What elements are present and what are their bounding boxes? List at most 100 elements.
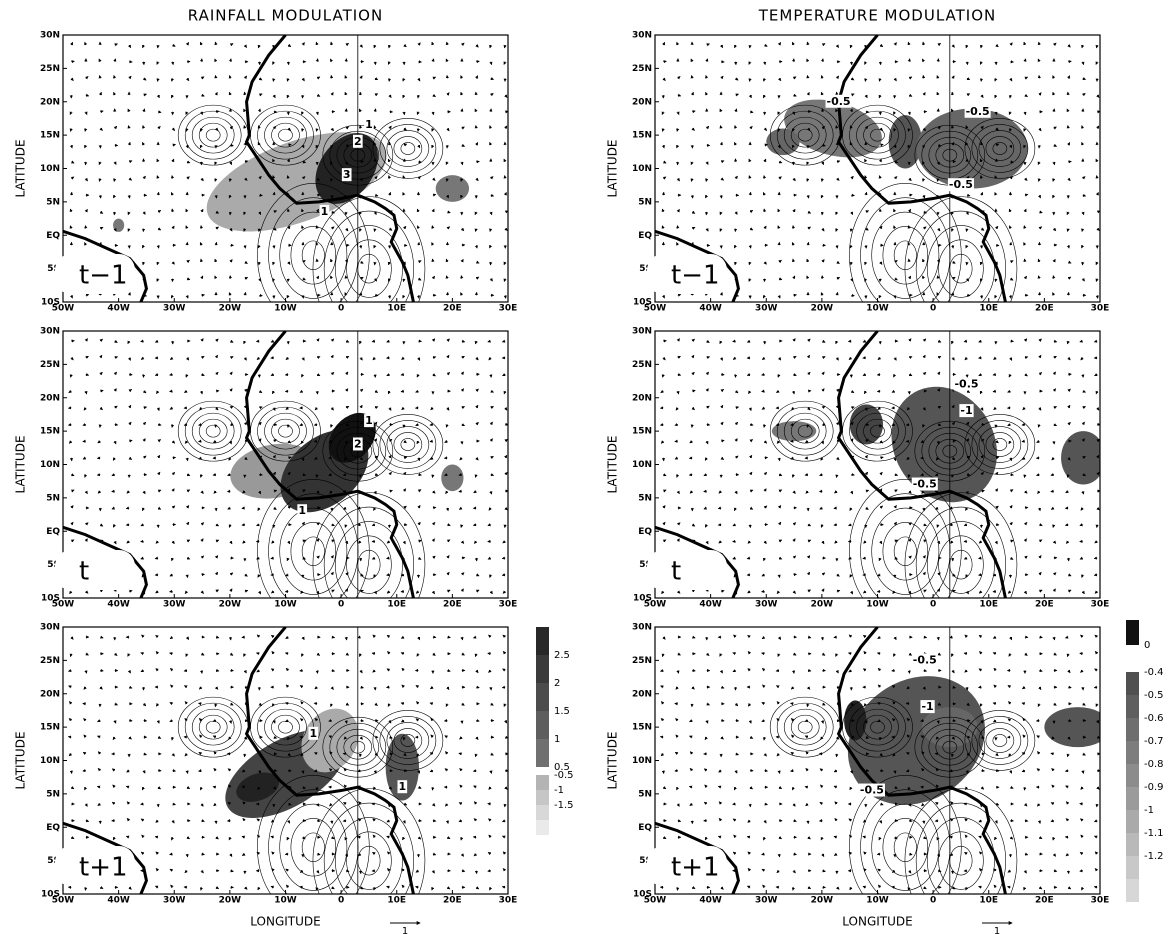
y-tick-label: 20N [632, 97, 652, 107]
colorbar-swatch [1126, 833, 1139, 856]
y-tick-label: 15N [40, 723, 60, 733]
contour-label: 1 [321, 205, 329, 218]
wind-arrow [1053, 276, 1054, 279]
wind-arrow [433, 112, 434, 115]
wind-arrow [938, 637, 939, 640]
colorbar-label: 2.5 [554, 650, 570, 661]
x-tick-label: 0 [930, 304, 936, 314]
x-tick-label: 10W [866, 600, 889, 610]
x-tick-label: 0 [930, 896, 936, 906]
wind-arrow [505, 804, 506, 807]
colorbar-swatch [1126, 695, 1139, 718]
wind-arrow [332, 821, 333, 824]
wind-arrow [447, 637, 450, 638]
x-tick-label: 10E [979, 896, 998, 906]
x-tick-label: 10E [387, 600, 406, 610]
map-content [655, 331, 1106, 637]
y-tick-label: EQ [46, 527, 60, 537]
colorbar-label: 0 [1144, 640, 1150, 651]
wind-arrow [1039, 637, 1042, 638]
wind-arrow [68, 737, 71, 738]
x-tick-label: 40W [699, 600, 722, 610]
panel-label-box [55, 550, 135, 590]
colorbar-label: 1 [554, 734, 560, 745]
map-content [63, 331, 508, 637]
x-tick-label: 30E [1091, 304, 1110, 314]
y-tick-label: 30N [632, 31, 652, 41]
map-content [63, 627, 508, 933]
panel-label: t [79, 557, 89, 587]
colorbar-label: 1.5 [554, 706, 570, 717]
panel-label: t+1 [79, 853, 128, 883]
y-tick-label: 15N [632, 131, 652, 141]
contour-label: -0.5 [860, 784, 884, 797]
y-axis-label: LATITUDE [14, 731, 28, 789]
wind-arrow [747, 575, 750, 576]
vector-scale-label: 1 [994, 926, 1000, 934]
colorbar-swatch [536, 790, 549, 805]
wind-arrow [707, 145, 710, 146]
x-tick-label: 10W [274, 896, 297, 906]
wind-arrow [459, 753, 462, 754]
y-axis-label: LATITUDE [606, 731, 620, 789]
colorbar-swatch [536, 655, 549, 683]
y-tick-label: 30N [40, 327, 60, 337]
y-tick-label: 20N [40, 689, 60, 699]
wind-arrow [660, 737, 663, 738]
x-tick-label: 20E [1035, 896, 1054, 906]
y-axis-label: LATITUDE [606, 435, 620, 493]
y-tick-label: 30N [632, 623, 652, 633]
y-tick-label: 15N [40, 427, 60, 437]
wind-arrow [230, 59, 231, 62]
wind-arrow [202, 670, 203, 673]
wind-arrow [877, 854, 880, 855]
wind-arrow [288, 771, 291, 772]
wind-arrow [865, 78, 866, 81]
wind-arrow [1025, 112, 1026, 115]
wind-arrow [100, 195, 101, 198]
wind-arrow [692, 195, 693, 198]
y-tick-label: 5N [46, 197, 60, 207]
y-tick-label: 10N [632, 164, 652, 174]
y-tick-label: 15N [40, 131, 60, 141]
wind-arrow [202, 295, 205, 296]
wind-arrow [433, 821, 436, 822]
x-tick-label: 10E [979, 600, 998, 610]
y-tick-label: 10S [41, 298, 60, 308]
wind-arrow [1051, 753, 1054, 754]
x-tick-label: 30E [499, 896, 518, 906]
wind-arrow [794, 670, 795, 673]
y-tick-label: 10N [632, 756, 652, 766]
wind-arrow [1025, 507, 1028, 508]
panel-label: t−1 [79, 261, 128, 291]
colorbar-swatch [1126, 764, 1139, 787]
wind-arrow [675, 771, 678, 772]
y-tick-label: 15N [632, 427, 652, 437]
y-tick-label: 25N [40, 656, 60, 666]
x-tick-label: 20E [1035, 600, 1054, 610]
contour-label: 3 [343, 168, 351, 181]
colorbar-label: -0.5 [1144, 690, 1164, 701]
wind-arrow [97, 458, 100, 459]
x-tick-label: 30E [1091, 896, 1110, 906]
wind-arrow [692, 391, 695, 392]
shading [1044, 707, 1111, 747]
panel-label: t [671, 557, 681, 587]
wind-arrow [692, 670, 695, 671]
wind-arrow [100, 670, 103, 671]
wind-arrow [924, 821, 925, 824]
wind-arrow [303, 242, 304, 245]
y-tick-label: 20N [632, 689, 652, 699]
x-tick-label: 20E [443, 304, 462, 314]
colorbar-swatch [1126, 787, 1139, 810]
x-tick-label: 30W [755, 304, 778, 314]
colorbar-label: -1.5 [554, 800, 574, 811]
x-tick-label: 40W [699, 896, 722, 906]
wind-arrow [259, 229, 260, 232]
shading [436, 175, 469, 202]
x-tick-label: 10W [866, 304, 889, 314]
wind-arrow [461, 276, 462, 279]
map-panel: 50W40W30W20W10W010E20E30E30N25N20N15N10N… [14, 31, 518, 341]
y-tick-label: 10N [632, 460, 652, 470]
wind-arrow [83, 771, 86, 772]
